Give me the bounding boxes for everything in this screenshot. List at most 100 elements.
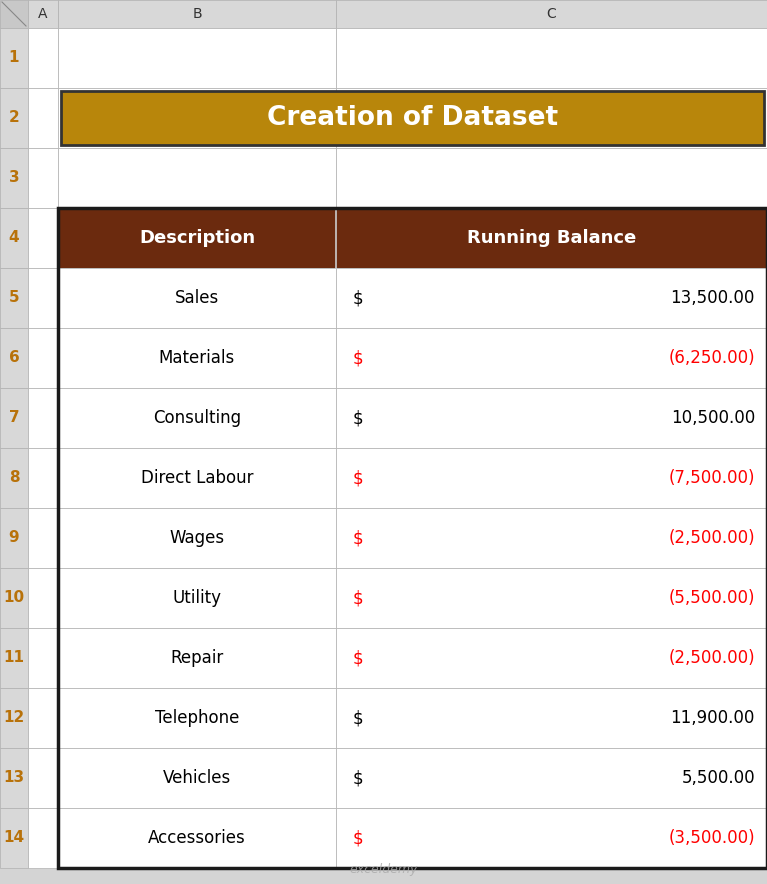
Text: (7,500.00): (7,500.00) — [669, 469, 755, 487]
Bar — [58, 148, 336, 208]
Bar — [28, 28, 58, 88]
Bar — [0, 748, 28, 808]
Bar — [58, 0, 336, 28]
Bar — [0, 268, 28, 328]
Bar — [58, 508, 336, 568]
Text: 7: 7 — [8, 410, 19, 425]
Bar — [336, 148, 767, 208]
Text: B: B — [193, 7, 202, 21]
Bar — [0, 328, 28, 388]
Bar — [58, 208, 336, 268]
Bar — [58, 748, 336, 808]
Bar — [0, 508, 28, 568]
Bar — [336, 748, 767, 808]
Bar — [336, 808, 767, 868]
Text: Creation of Dataset: Creation of Dataset — [267, 105, 558, 131]
Text: Vehicles: Vehicles — [163, 769, 231, 787]
Text: Materials: Materials — [159, 349, 235, 367]
Bar — [58, 328, 336, 388]
Text: 2: 2 — [8, 110, 19, 126]
Bar — [58, 268, 336, 328]
Text: $: $ — [353, 589, 364, 607]
Text: (2,500.00): (2,500.00) — [668, 649, 755, 667]
Text: 14: 14 — [3, 830, 25, 845]
Bar — [0, 688, 28, 748]
Text: $: $ — [353, 769, 364, 787]
Bar — [28, 568, 58, 628]
Text: 3: 3 — [8, 171, 19, 186]
Bar — [28, 508, 58, 568]
Bar — [28, 88, 58, 148]
Bar — [58, 808, 336, 868]
Bar — [336, 268, 767, 328]
Bar — [336, 628, 767, 688]
Text: (3,500.00): (3,500.00) — [668, 829, 755, 847]
Bar — [0, 568, 28, 628]
Bar — [336, 508, 767, 568]
Bar — [58, 388, 336, 448]
Text: $: $ — [353, 409, 364, 427]
Bar — [28, 0, 58, 28]
Bar — [58, 208, 767, 868]
Bar — [28, 388, 58, 448]
Text: Utility: Utility — [173, 589, 222, 607]
Bar — [336, 448, 767, 508]
Text: 11: 11 — [4, 651, 25, 666]
Bar — [58, 688, 336, 748]
Bar — [28, 688, 58, 748]
Text: Sales: Sales — [175, 289, 219, 307]
Text: 6: 6 — [8, 350, 19, 365]
Bar — [336, 88, 767, 148]
Text: exceldemy: exceldemy — [349, 863, 418, 875]
Bar — [0, 628, 28, 688]
Bar — [0, 0, 28, 28]
Bar — [0, 448, 28, 508]
Text: Repair: Repair — [170, 649, 224, 667]
Text: 9: 9 — [8, 530, 19, 545]
Bar — [58, 208, 336, 268]
Text: (2,500.00): (2,500.00) — [668, 529, 755, 547]
Bar — [58, 88, 336, 148]
Text: C: C — [547, 7, 556, 21]
Text: A: A — [38, 7, 48, 21]
Bar — [336, 0, 767, 28]
Text: 13,500.00: 13,500.00 — [670, 289, 755, 307]
Text: 10: 10 — [3, 591, 25, 606]
Text: $: $ — [353, 469, 364, 487]
Bar — [336, 388, 767, 448]
Bar — [58, 448, 336, 508]
Text: 5: 5 — [8, 291, 19, 306]
Text: $: $ — [353, 829, 364, 847]
Bar — [336, 28, 767, 88]
Bar — [28, 328, 58, 388]
Text: Wages: Wages — [170, 529, 225, 547]
Bar — [28, 808, 58, 868]
Text: 4: 4 — [8, 231, 19, 246]
Bar — [58, 568, 336, 628]
Bar — [28, 448, 58, 508]
Bar — [336, 208, 767, 268]
Bar — [58, 628, 336, 688]
Text: (5,500.00): (5,500.00) — [669, 589, 755, 607]
Text: 12: 12 — [3, 711, 25, 726]
Bar — [0, 28, 28, 88]
Bar — [28, 628, 58, 688]
Text: (6,250.00): (6,250.00) — [668, 349, 755, 367]
Text: Running Balance: Running Balance — [467, 229, 636, 247]
Bar — [58, 28, 336, 88]
Text: Consulting: Consulting — [153, 409, 241, 427]
Text: Direct Labour: Direct Labour — [141, 469, 253, 487]
Text: 13: 13 — [3, 771, 25, 786]
Text: 5,500.00: 5,500.00 — [681, 769, 755, 787]
Text: 1: 1 — [8, 50, 19, 65]
Text: 8: 8 — [8, 470, 19, 485]
Text: Description: Description — [139, 229, 255, 247]
Bar — [28, 748, 58, 808]
Bar — [0, 208, 28, 268]
Bar — [61, 91, 764, 145]
Bar — [0, 148, 28, 208]
Bar — [336, 328, 767, 388]
Text: $: $ — [353, 529, 364, 547]
Text: 11,900.00: 11,900.00 — [670, 709, 755, 727]
Bar — [0, 808, 28, 868]
